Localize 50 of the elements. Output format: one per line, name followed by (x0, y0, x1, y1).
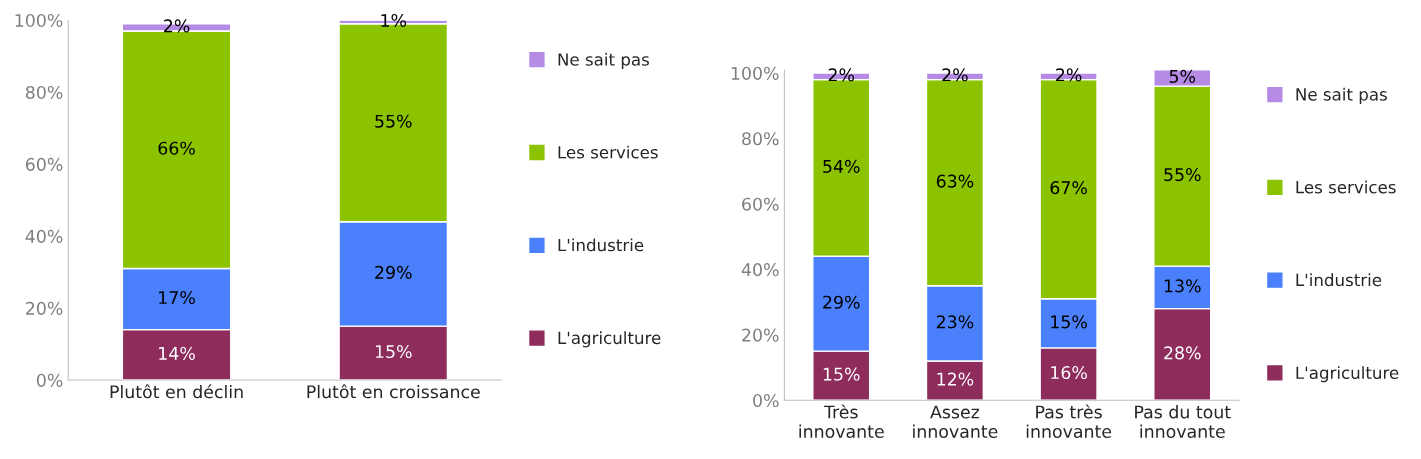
x-tick-label: Plutôt en déclin (110, 384, 243, 399)
data-label: 5% (1169, 69, 1196, 83)
legend-label: Les services (558, 145, 658, 159)
legend-label: L'agriculture (1296, 366, 1399, 383)
legend-label: L'industrie (558, 238, 644, 252)
data-label: 23% (936, 315, 974, 329)
x-tick-label: Assez innovante (913, 405, 998, 438)
data-label: 55% (1164, 168, 1201, 182)
y-tick-label: 0% (753, 393, 779, 408)
legend-label: L'agriculture (558, 331, 661, 348)
y-tick-label: 20% (26, 301, 63, 315)
x-tick-label: Pas du tout innovante (1135, 405, 1231, 438)
legend-label: L'industrie (1296, 273, 1382, 287)
data-label: 54% (823, 159, 860, 173)
y-tick-label: 100% (731, 66, 779, 80)
data-label: 17% (159, 290, 195, 305)
data-label: 14% (159, 346, 195, 360)
x-tick-label: Pas très innovante (1026, 404, 1112, 438)
data-label: 15% (823, 367, 860, 381)
data-label: 1% (381, 13, 407, 28)
legend-label: Les services (1296, 180, 1396, 194)
data-label: 28% (1164, 346, 1201, 360)
y-tick-label: 20% (742, 328, 779, 342)
data-label: 29% (823, 295, 860, 309)
data-label: 16% (1051, 365, 1087, 380)
data-label: 2% (1056, 68, 1082, 82)
data-label: 15% (1051, 315, 1087, 329)
data-label: 12% (937, 372, 974, 386)
y-tick-label: 60% (742, 197, 779, 211)
data-label: 2% (828, 68, 855, 82)
y-tick-label: 40% (741, 263, 779, 277)
y-tick-label: 0% (36, 373, 63, 387)
y-tick-label: 100% (15, 13, 63, 28)
data-label: 55% (375, 114, 412, 128)
y-tick-label: 60% (25, 157, 63, 171)
y-tick-label: 40% (25, 229, 63, 243)
x-tick-label: Plutôt en croissance (307, 384, 480, 399)
y-tick-label: 80% (742, 132, 779, 146)
data-label: 29% (375, 265, 412, 279)
data-label: 13% (1164, 279, 1201, 293)
data-label: 15% (375, 344, 412, 359)
legend-label: Ne sait pas (1296, 87, 1387, 104)
data-label: 2% (942, 68, 968, 82)
data-label: 66% (158, 141, 195, 155)
legend-label: Ne sait pas (558, 52, 649, 69)
data-label: 63% (936, 174, 974, 188)
data-label: 2% (164, 19, 190, 33)
data-label: 67% (1050, 181, 1087, 195)
y-tick-label: 80% (25, 85, 63, 100)
x-tick-label: Très innovante (799, 404, 884, 438)
